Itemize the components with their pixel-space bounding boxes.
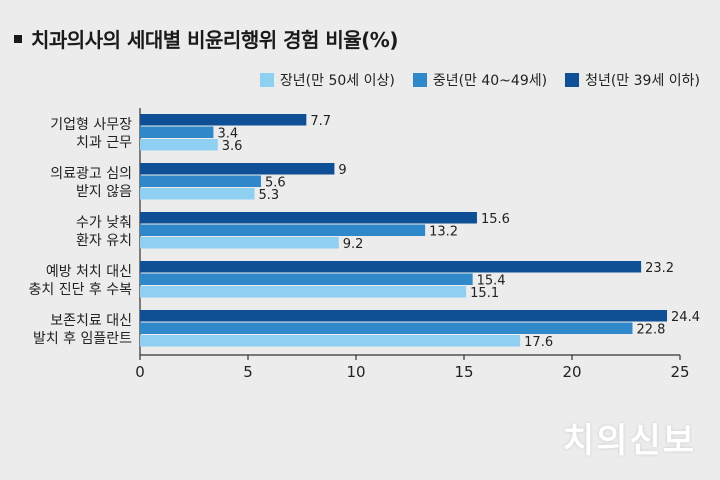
bar <box>140 273 473 285</box>
legend-swatch <box>412 73 427 87</box>
bar <box>140 335 521 347</box>
bar <box>140 188 255 200</box>
data-label: 22.8 <box>636 323 665 338</box>
legend-label: 장년(만 50세 이상) <box>279 73 395 89</box>
legend-swatch <box>565 73 580 87</box>
data-label: 13.2 <box>429 225 458 240</box>
title-bullet-icon <box>14 34 22 43</box>
category-label: 기업형 사무장 <box>50 117 132 133</box>
bar <box>140 286 467 298</box>
bar <box>140 310 668 322</box>
x-tick-label: 5 <box>243 363 253 381</box>
x-tick-label: 0 <box>135 363 145 381</box>
data-label: 15.1 <box>470 286 499 301</box>
bar <box>140 237 339 249</box>
bar <box>140 163 335 175</box>
data-label: 7.7 <box>310 114 331 129</box>
bar <box>140 322 633 334</box>
data-label: 9.2 <box>343 237 364 252</box>
legend-item: 장년(만 50세 이상) <box>259 70 395 90</box>
category-label: 수가 낮춰 <box>76 215 132 231</box>
data-label: 23.2 <box>645 261 674 276</box>
data-label: 17.6 <box>524 335 553 350</box>
bar <box>140 261 642 273</box>
legend-label: 중년(만 40~49세) <box>432 73 548 89</box>
data-label: 5.6 <box>265 176 286 191</box>
bar <box>140 224 426 236</box>
data-label: 3.6 <box>222 139 243 154</box>
publisher-watermark: 치의신보 <box>562 421 696 461</box>
x-tick-label: 20 <box>562 363 581 381</box>
category-label: 치과 근무 <box>76 135 132 151</box>
bar <box>140 139 218 151</box>
data-label: 24.4 <box>671 310 700 325</box>
category-label: 충치 진단 후 수복 <box>28 282 132 298</box>
x-tick-label: 10 <box>346 363 365 381</box>
legend-item: 청년(만 39세 이하) <box>565 70 700 90</box>
chart-title-text: 치과의사의 세대별 비윤리행위 경험 비율(%) <box>31 28 398 52</box>
category-label: 받지 않음 <box>76 184 132 200</box>
bar <box>140 212 477 224</box>
legend-swatch <box>259 73 274 87</box>
chart-title: 치과의사의 세대별 비윤리행위 경험 비율(%) <box>14 24 398 53</box>
data-label: 5.3 <box>258 188 279 203</box>
category-label: 의료광고 심의 <box>50 166 132 182</box>
category-label: 발치 후 임플란트 <box>33 331 132 347</box>
category-label: 예방 처치 대신 <box>46 264 132 280</box>
category-label: 보존치료 대신 <box>50 313 132 329</box>
data-label: 9 <box>338 163 346 178</box>
legend-label: 청년(만 39세 이하) <box>585 73 700 89</box>
chart-legend: 장년(만 50세 이상) 중년(만 40~49세) 청년(만 39세 이하) <box>259 70 700 90</box>
bar <box>140 175 261 187</box>
legend-item: 중년(만 40~49세) <box>412 70 548 90</box>
bar <box>140 114 307 126</box>
category-label: 환자 유치 <box>76 233 132 249</box>
x-tick-label: 15 <box>454 363 473 381</box>
data-label: 3.4 <box>217 127 238 142</box>
data-label: 15.4 <box>477 274 506 289</box>
bar <box>140 126 214 138</box>
data-label: 15.6 <box>481 212 510 227</box>
x-tick-label: 25 <box>670 363 689 381</box>
